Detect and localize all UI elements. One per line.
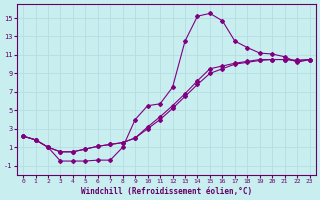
X-axis label: Windchill (Refroidissement éolien,°C): Windchill (Refroidissement éolien,°C) xyxy=(81,187,252,196)
